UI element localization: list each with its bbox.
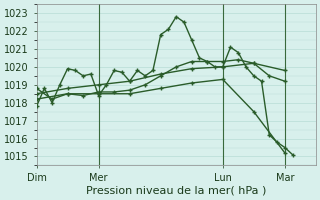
X-axis label: Pression niveau de la mer( hPa ): Pression niveau de la mer( hPa ) [86,186,266,196]
